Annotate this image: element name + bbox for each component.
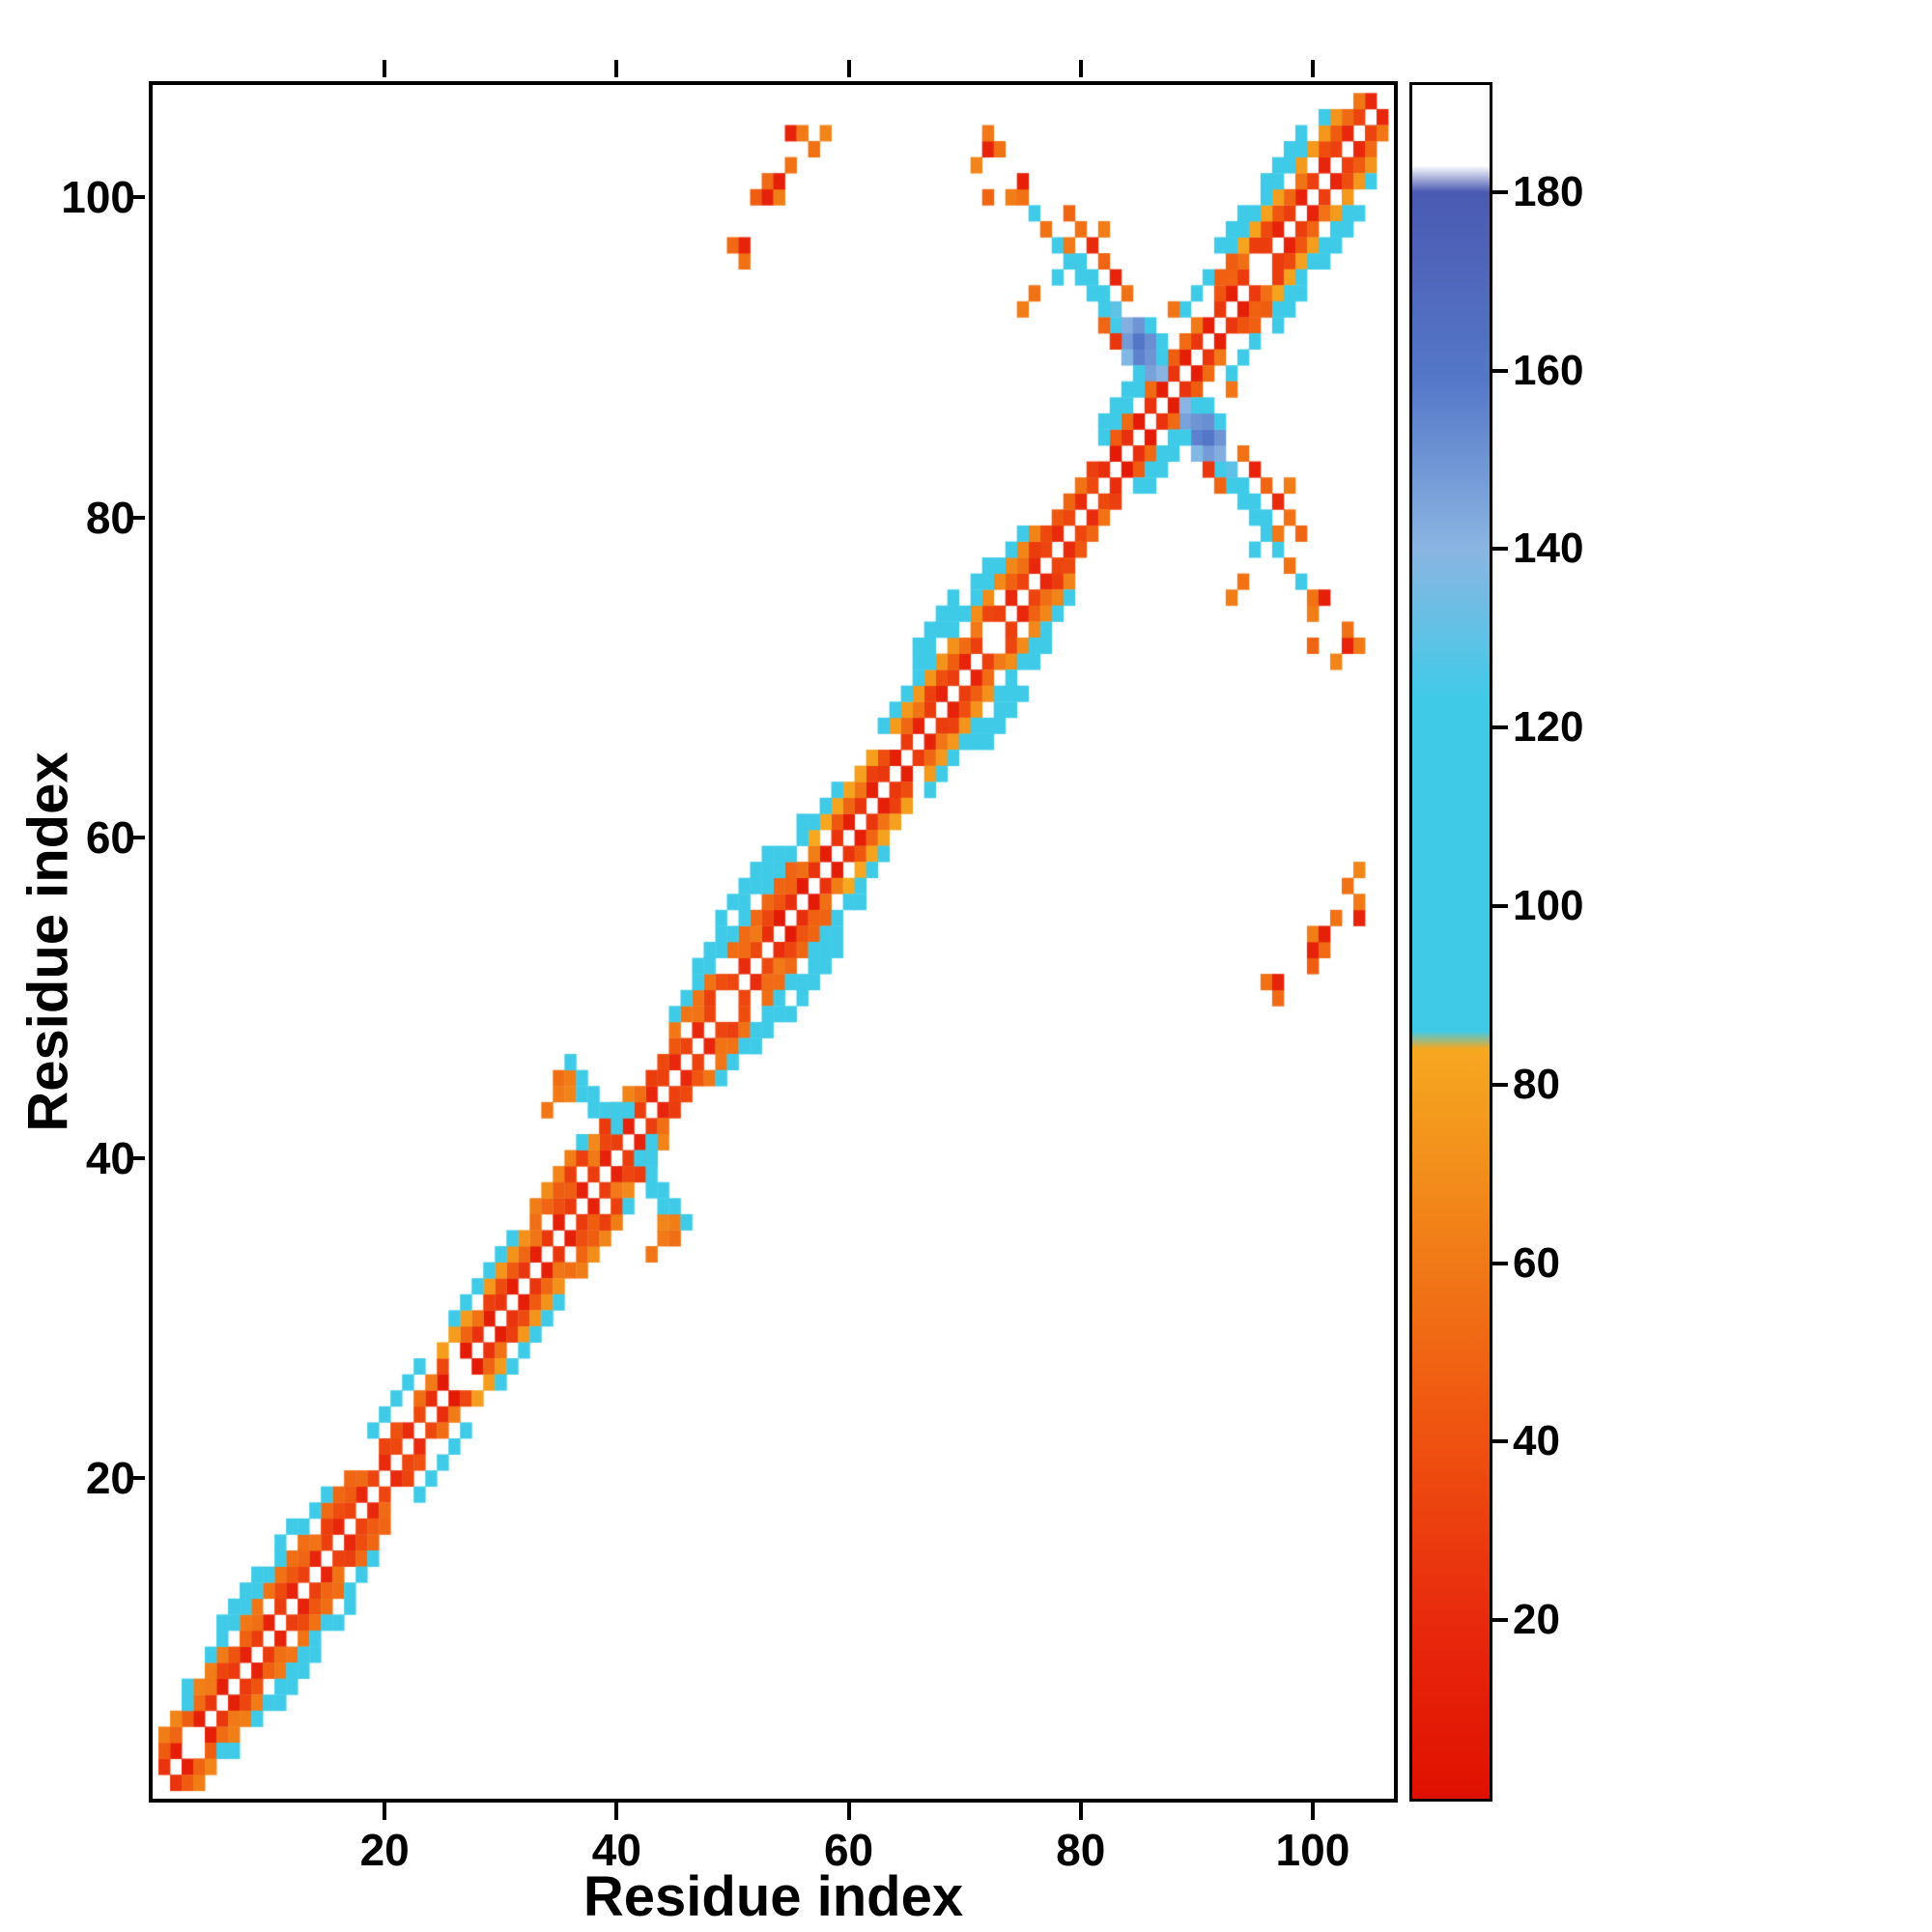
colorbar-tick-mark xyxy=(1492,1261,1508,1265)
colorbar-tick-mark xyxy=(1492,547,1508,552)
y-tick-mark xyxy=(128,515,145,520)
x-tick-mark xyxy=(1310,1803,1315,1820)
colorbar-tick-label: 120 xyxy=(1513,703,1584,752)
y-tick-label: 80 xyxy=(85,492,135,543)
x-tick-label: 40 xyxy=(591,1825,641,1875)
x-tick-mark-top xyxy=(1078,60,1083,77)
x-tick-mark xyxy=(1078,1803,1083,1820)
colorbar-tick-label: 160 xyxy=(1513,346,1584,394)
colorbar-tick-mark xyxy=(1492,1082,1508,1087)
colorbar-tick-mark xyxy=(1492,1618,1508,1623)
y-tick-label: 100 xyxy=(61,172,135,223)
x-tick-mark-top xyxy=(1310,60,1315,77)
y-tick-mark xyxy=(128,195,145,200)
colorbar-gradient xyxy=(1412,85,1490,1799)
x-tick-mark-top xyxy=(846,60,851,77)
y-tick-label: 60 xyxy=(85,812,135,864)
colorbar-tick-mark xyxy=(1492,1439,1508,1444)
x-tick-mark xyxy=(614,1803,619,1820)
colorbar-tick-label: 40 xyxy=(1513,1417,1560,1465)
y-tick-mark xyxy=(128,836,145,840)
colorbar-tick-label: 100 xyxy=(1513,882,1584,930)
colorbar-tick-label: 140 xyxy=(1513,525,1584,573)
colorbar-tick-label: 20 xyxy=(1513,1596,1560,1644)
x-tick-mark xyxy=(383,1803,387,1820)
x-tick-mark xyxy=(846,1803,851,1820)
colorbar-tick-label: 60 xyxy=(1513,1238,1560,1287)
heatmap-canvas xyxy=(153,85,1394,1799)
colorbar-tick-label: 80 xyxy=(1513,1060,1560,1108)
colorbar-tick-mark xyxy=(1492,725,1508,730)
x-tick-label: 100 xyxy=(1275,1825,1350,1875)
x-tick-label: 20 xyxy=(359,1825,410,1875)
y-tick-label: 40 xyxy=(85,1132,135,1183)
colorbar-tick-mark xyxy=(1492,189,1508,194)
y-tick-label: 20 xyxy=(85,1453,135,1504)
plot-frame xyxy=(149,81,1398,1803)
x-tick-label: 60 xyxy=(823,1825,874,1875)
x-tick-label: 80 xyxy=(1056,1825,1106,1875)
x-tick-mark-top xyxy=(614,60,619,77)
colorbar xyxy=(1409,82,1492,1802)
x-tick-mark-top xyxy=(383,60,387,77)
y-tick-mark xyxy=(128,1155,145,1160)
colorbar-tick-mark xyxy=(1492,368,1508,373)
y-tick-mark xyxy=(128,1476,145,1481)
colorbar-tick-label: 180 xyxy=(1513,167,1584,215)
colorbar-tick-mark xyxy=(1492,904,1508,909)
x-axis-label: Residue index xyxy=(582,1865,964,1928)
